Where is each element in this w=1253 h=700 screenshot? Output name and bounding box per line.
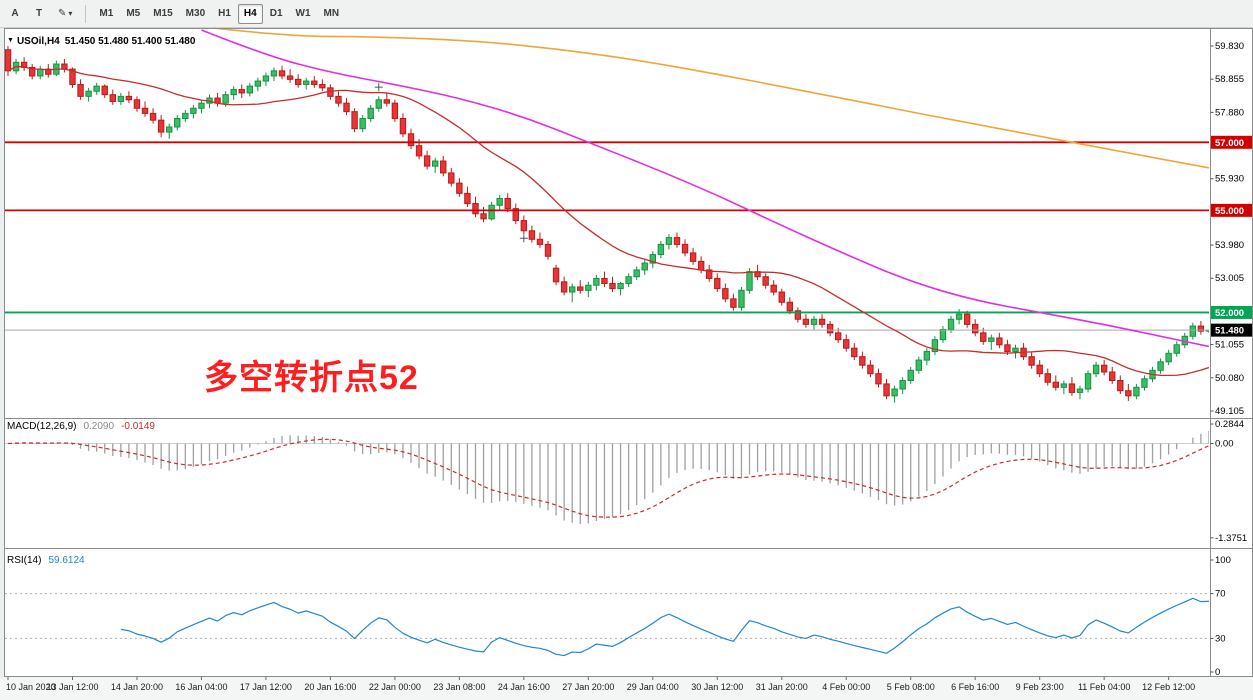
svg-text:50.080: 50.080: [1215, 373, 1244, 384]
cursor-tool-button[interactable]: A: [4, 4, 26, 24]
rsi-name: RSI(14): [7, 555, 42, 566]
toolbar-separator: [85, 4, 87, 23]
drawing-tools-button[interactable]: ✎ ▾: [52, 4, 78, 24]
rsi-value: 59.6124: [48, 555, 85, 566]
svg-text:14 Jan 20:00: 14 Jan 20:00: [111, 682, 163, 692]
chart-dropdown-icon[interactable]: ▼: [7, 37, 14, 44]
svg-text:49.105: 49.105: [1215, 406, 1244, 417]
svg-text:58.855: 58.855: [1215, 74, 1244, 85]
svg-text:55.000: 55.000: [1215, 206, 1244, 217]
svg-text:22 Jan 00:00: 22 Jan 00:00: [369, 682, 421, 692]
svg-text:13 Jan 12:00: 13 Jan 12:00: [46, 682, 98, 692]
svg-text:23 Jan 08:00: 23 Jan 08:00: [433, 682, 485, 692]
svg-text:29 Jan 04:00: 29 Jan 04:00: [627, 682, 679, 692]
svg-text:51.480: 51.480: [1215, 326, 1244, 337]
svg-text:-1.3751: -1.3751: [1215, 533, 1247, 544]
macd-name: MACD(12,26,9): [7, 421, 77, 432]
svg-text:0: 0: [1215, 667, 1220, 678]
timeframe-button-w1[interactable]: W1: [290, 4, 317, 24]
annotation-text: 多空转折点52: [204, 359, 419, 397]
timeframe-button-h1[interactable]: H1: [212, 4, 237, 24]
svg-text:5 Feb 08:00: 5 Feb 08:00: [887, 682, 935, 692]
svg-text:9 Feb 23:00: 9 Feb 23:00: [1016, 682, 1064, 692]
timeframe-button-mn[interactable]: MN: [318, 4, 346, 24]
timeframe-button-m30[interactable]: M30: [180, 4, 211, 24]
svg-text:6 Feb 16:00: 6 Feb 16:00: [951, 682, 999, 692]
svg-text:57.880: 57.880: [1215, 107, 1244, 118]
svg-text:16 Jan 04:00: 16 Jan 04:00: [175, 682, 227, 692]
rsi-panel: [5, 593, 1209, 657]
svg-text:20 Jan 16:00: 20 Jan 16:00: [304, 682, 356, 692]
timeframe-button-m5[interactable]: M5: [120, 4, 146, 24]
price-badge: [1211, 203, 1252, 217]
chart-ohlc: 51.450 51.480 51.400 51.480: [64, 36, 196, 47]
svg-text:11 Feb 04:00: 11 Feb 04:00: [1078, 682, 1130, 692]
svg-text:27 Jan 20:00: 27 Jan 20:00: [562, 682, 614, 692]
chart-area[interactable]: 59.830 58.855 57.880 55.930 53.980 53.005 51.0…: [0, 28, 1253, 700]
macd-indicator-label: MACD(12,26,9) 0.2090 -0.0149: [7, 421, 155, 432]
svg-text:53.005: 53.005: [1215, 273, 1244, 284]
svg-text:51.055: 51.055: [1215, 340, 1244, 351]
macd-main-value: 0.2090: [83, 421, 115, 432]
svg-text:17 Jan 12:00: 17 Jan 12:00: [240, 682, 292, 692]
svg-text:0.2844: 0.2844: [1215, 419, 1244, 430]
macd-signal-value: -0.0149: [121, 421, 155, 432]
price-badge: [1211, 323, 1252, 337]
svg-text:4 Feb 00:00: 4 Feb 00:00: [822, 682, 870, 692]
macd-panel: [5, 430, 1209, 525]
timeframe-button-m1[interactable]: M1: [93, 4, 119, 24]
svg-text:100: 100: [1215, 555, 1231, 566]
chart-title: ▼ USOil,H4 51.450 51.480 51.400 51.480: [7, 36, 195, 47]
svg-text:55.930: 55.930: [1215, 174, 1244, 185]
svg-text:52.000: 52.000: [1215, 308, 1244, 319]
svg-text:30: 30: [1215, 633, 1226, 644]
text-tool-button[interactable]: T: [28, 4, 50, 24]
svg-text:30 Jan 12:00: 30 Jan 12:00: [691, 682, 743, 692]
price-badge: [1211, 305, 1252, 319]
svg-text:10 Jan 2020: 10 Jan 2020: [6, 682, 56, 692]
svg-text:59.830: 59.830: [1215, 41, 1244, 52]
svg-text:0.00: 0.00: [1215, 439, 1234, 450]
timeframe-button-m15[interactable]: M15: [147, 4, 178, 24]
rsi-indicator-label: RSI(14) 59.6124: [7, 555, 85, 566]
chart-toolbar: A T ✎ ▾ M1 M5 M15 M30 H1 H4 D1 W1 MN: [0, 0, 1253, 28]
price-badge: [1211, 135, 1252, 149]
svg-text:12 Feb 12:00: 12 Feb 12:00: [1142, 682, 1195, 692]
chevron-down-icon: ▾: [68, 9, 73, 18]
drawing-tools-icon: ✎: [58, 8, 67, 19]
timeframe-button-h4[interactable]: H4: [237, 3, 263, 24]
timeframe-group: M1 M5 M15 M30 H1 H4 D1 W1 MN: [93, 3, 346, 24]
svg-text:57.000: 57.000: [1215, 138, 1244, 149]
price-panel: [5, 29, 1209, 403]
svg-text:24 Jan 16:00: 24 Jan 16:00: [498, 682, 550, 692]
svg-text:53.980: 53.980: [1215, 240, 1244, 251]
svg-text:31 Jan 20:00: 31 Jan 20:00: [756, 682, 808, 692]
timeframe-button-d1[interactable]: D1: [264, 4, 289, 24]
svg-text:70: 70: [1215, 589, 1226, 600]
chart-canvas[interactable]: 59.830 58.855 57.880 55.930 53.980 53.005 51.0…: [0, 28, 1253, 700]
chart-symbol: USOil,H4: [16, 36, 60, 47]
